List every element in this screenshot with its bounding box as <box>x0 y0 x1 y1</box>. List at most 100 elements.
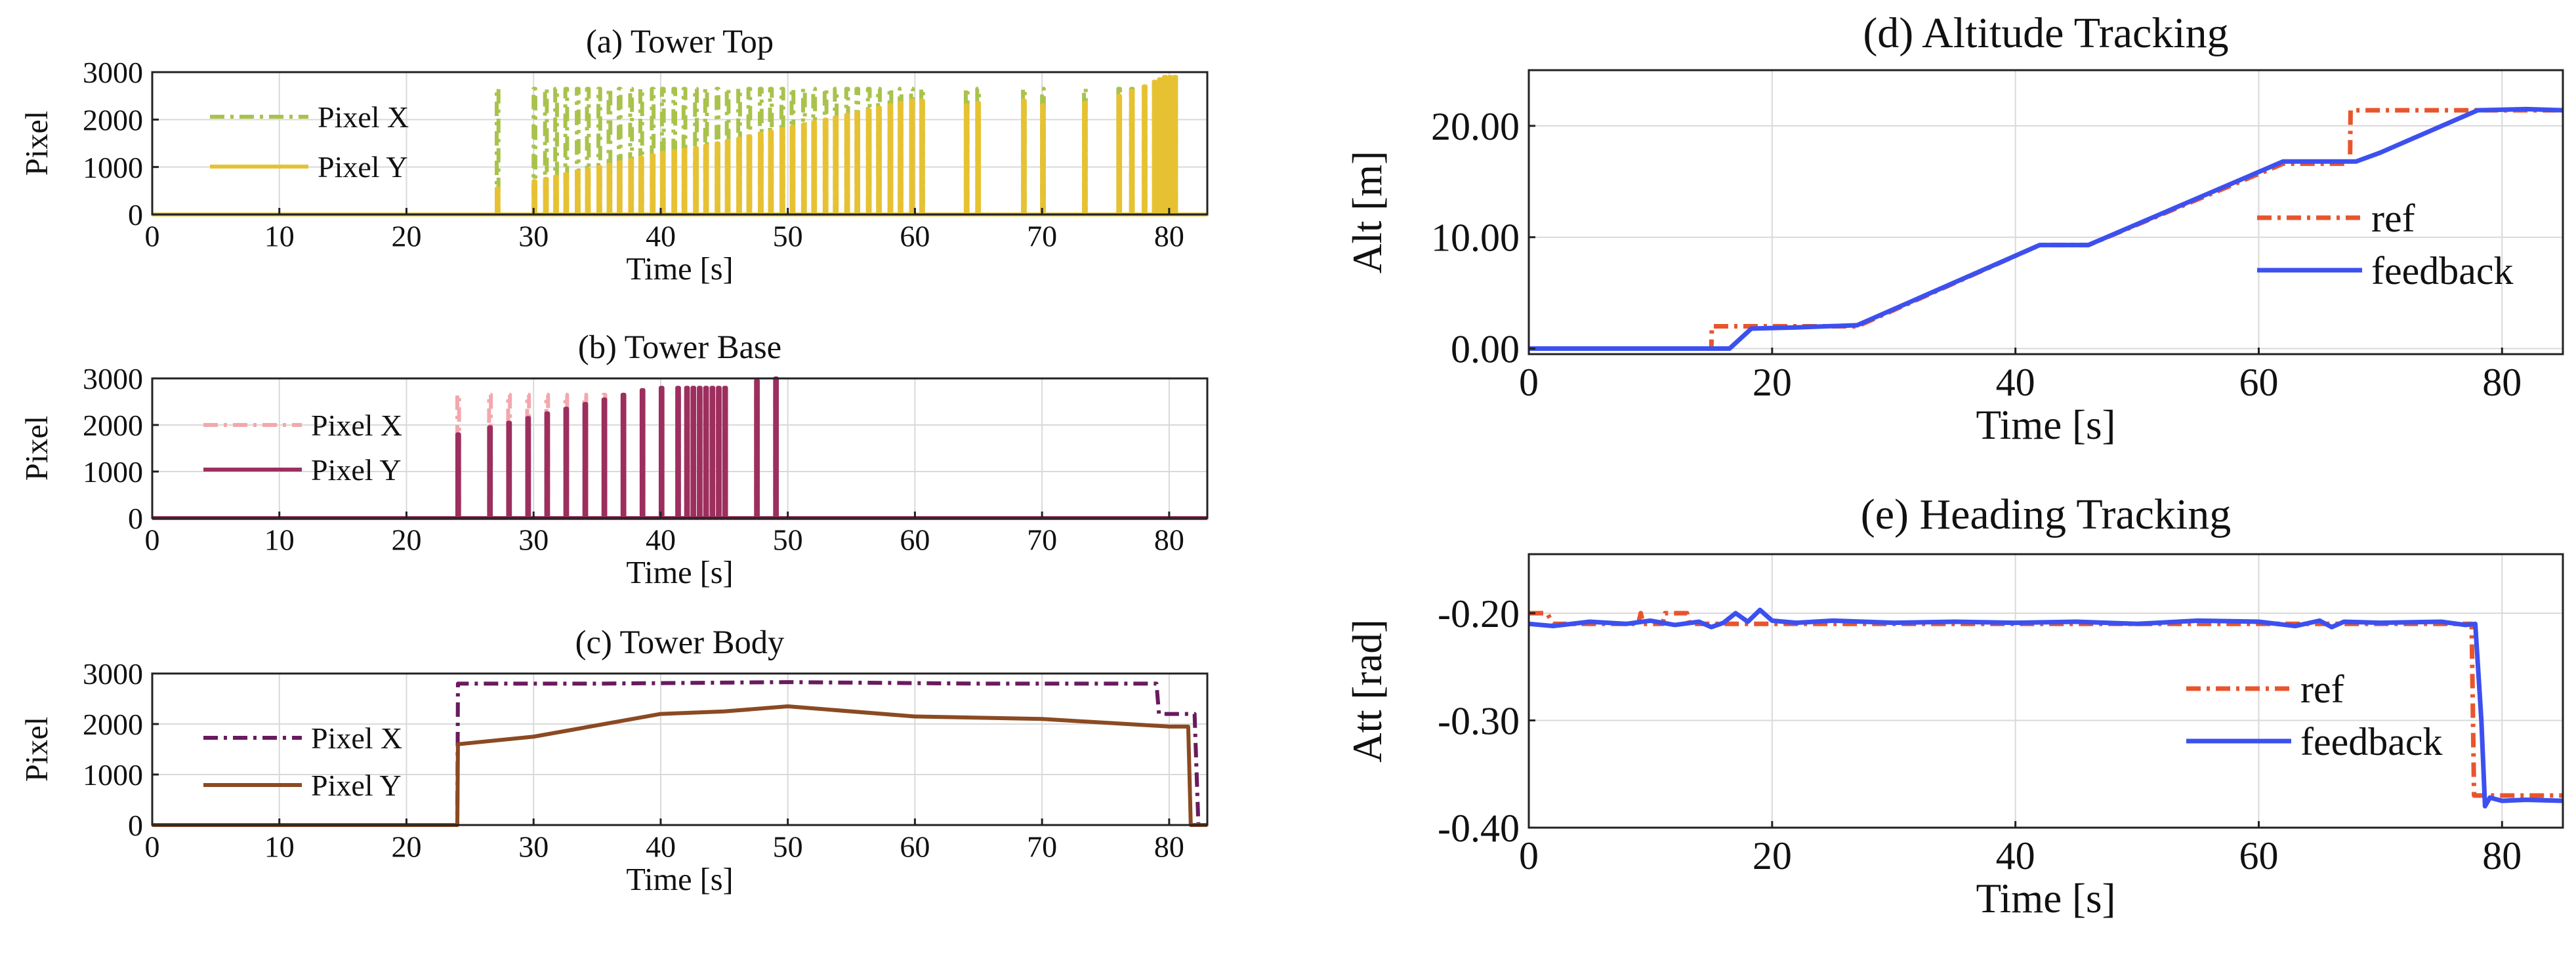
chart-title: (a) Tower Top <box>586 23 774 60</box>
y-tick-label: 0 <box>128 198 143 232</box>
legend: ref feedback <box>2257 197 2514 292</box>
legend: ref feedback <box>2186 668 2443 763</box>
x-tick-label: 60 <box>900 830 930 863</box>
y-tick-label: 1000 <box>83 758 143 792</box>
y-tick-label: 3000 <box>83 56 143 89</box>
x-axis-label: Time [s] <box>626 862 733 897</box>
plot-area <box>152 680 1207 827</box>
legend-label: Pixel X <box>318 100 409 134</box>
x-tick-label: 80 <box>1154 219 1184 252</box>
chart-title: (b) Tower Base <box>578 329 781 365</box>
legend-label: Pixel Y <box>318 150 408 184</box>
y-axis-label: Alt [m] <box>1344 151 1390 273</box>
chart-c: 0 10 20 30 40 50 60 70 80 0 1000 2000 3000 (c) Tower … <box>20 624 1209 897</box>
legend-label: Pixel Y <box>311 769 402 802</box>
y-tick-label: 10.00 <box>1431 216 1520 260</box>
legend-label: Pixel Y <box>311 453 402 487</box>
x-tick-label: 10 <box>264 219 295 252</box>
x-tick-label: 40 <box>646 219 676 252</box>
x-tick-label: 40 <box>1996 361 2035 404</box>
legend-label: feedback <box>2300 720 2443 763</box>
legend: Pixel X Pixel Y <box>203 409 402 487</box>
series-line-pixel-y <box>152 704 1207 827</box>
chart-d: 0 20 40 60 80 0.00 10.00 20.00 (d) Altitude Trac… <box>1344 9 2564 448</box>
x-tick-label: 50 <box>773 830 803 863</box>
x-tick-label: 30 <box>518 830 549 863</box>
legend-label: feedback <box>2371 249 2514 292</box>
legend: Pixel X Pixel Y <box>203 721 402 802</box>
series-line-pixel-x <box>152 75 1207 216</box>
x-tick-label: 60 <box>2239 361 2278 404</box>
legend-label: Pixel X <box>311 721 402 755</box>
x-tick-label: 70 <box>1027 219 1057 252</box>
chart-a: 0 10 20 30 40 50 60 70 80 0 1000 2000 3000 (a) Tower … <box>20 23 1209 287</box>
legend-label: ref <box>2371 197 2415 240</box>
y-tick-label: 3000 <box>83 362 143 395</box>
y-tick-label: 2000 <box>83 103 143 136</box>
x-axis-label: Time [s] <box>626 555 733 590</box>
x-tick-label: 80 <box>1154 523 1184 556</box>
plot-frame <box>151 377 1209 519</box>
plot-area <box>152 376 1207 520</box>
x-tick-label: 0 <box>1519 834 1539 877</box>
x-tick-label: 70 <box>1027 523 1057 556</box>
chart-title: (e) Heading Tracking <box>1861 491 2232 538</box>
x-axis-label: Time [s] <box>1976 402 2116 448</box>
y-tick-label: 1000 <box>83 455 143 489</box>
chart-e: 0 20 40 60 80 -0.20 -0.30 -0.40 (e) Heading Trac… <box>1344 491 2564 921</box>
legend-label: Pixel X <box>311 409 402 442</box>
y-tick-label: 0.00 <box>1451 328 1520 371</box>
y-axis-label: Pixel <box>20 111 54 176</box>
y-axis-label: Pixel <box>20 717 54 782</box>
x-tick-label: 40 <box>646 830 676 863</box>
x-tick-label: 20 <box>391 219 421 252</box>
series-line-feedback <box>1529 607 2563 809</box>
x-tick-label: 0 <box>145 830 160 863</box>
plot-frame <box>1527 553 2564 829</box>
y-tick-label: -0.30 <box>1438 699 1520 742</box>
plot-area <box>152 75 1207 216</box>
plot-area <box>1529 607 2563 809</box>
chart-title: (c) Tower Body <box>575 624 785 660</box>
y-tick-label: 1000 <box>83 151 143 184</box>
x-tick-label: 10 <box>264 830 295 863</box>
y-tick-label: 20.00 <box>1431 105 1520 148</box>
x-tick-label: 0 <box>145 219 160 252</box>
x-tick-label: 20 <box>391 830 421 863</box>
plot-frame <box>151 672 1209 826</box>
plot-frame <box>1527 69 2564 355</box>
x-tick-label: 70 <box>1027 830 1057 863</box>
y-tick-label: 3000 <box>83 657 143 691</box>
series-line-pixel-y <box>152 75 1207 216</box>
y-tick-label: 0 <box>128 502 143 535</box>
y-axis-label: Pixel <box>20 416 54 481</box>
x-tick-label: 50 <box>773 219 803 252</box>
y-tick-label: 2000 <box>83 409 143 442</box>
plot-frame <box>151 71 1209 216</box>
y-axis-label: Att [rad] <box>1344 619 1390 763</box>
x-axis-label: Time [s] <box>1976 876 2116 921</box>
x-tick-label: 30 <box>518 523 549 556</box>
legend-label: ref <box>2300 668 2344 711</box>
x-tick-label: 60 <box>900 523 930 556</box>
series-line-ref <box>1529 611 2563 798</box>
chart-b: 0 10 20 30 40 50 60 70 80 0 1000 2000 3000 (b) Tower … <box>20 329 1209 590</box>
x-tick-label: 80 <box>1154 830 1184 863</box>
y-tick-label: 0 <box>128 809 143 842</box>
y-tick-label: -0.20 <box>1438 592 1520 635</box>
series-line-feedback <box>1529 106 2563 352</box>
x-tick-label: 40 <box>646 523 676 556</box>
series-line-pixel-y <box>152 376 1207 520</box>
x-tick-label: 10 <box>264 523 295 556</box>
x-axis-label: Time [s] <box>626 252 733 287</box>
x-tick-label: 20 <box>1753 834 1792 877</box>
y-tick-label: 2000 <box>83 708 143 741</box>
x-tick-label: 40 <box>1996 834 2035 877</box>
x-tick-label: 20 <box>391 523 421 556</box>
x-tick-label: 0 <box>1519 361 1539 404</box>
legend: Pixel X Pixel Y <box>210 100 409 184</box>
x-tick-label: 30 <box>518 219 549 252</box>
chart-title: (d) Altitude Tracking <box>1863 9 2228 57</box>
x-tick-label: 60 <box>2239 834 2278 877</box>
